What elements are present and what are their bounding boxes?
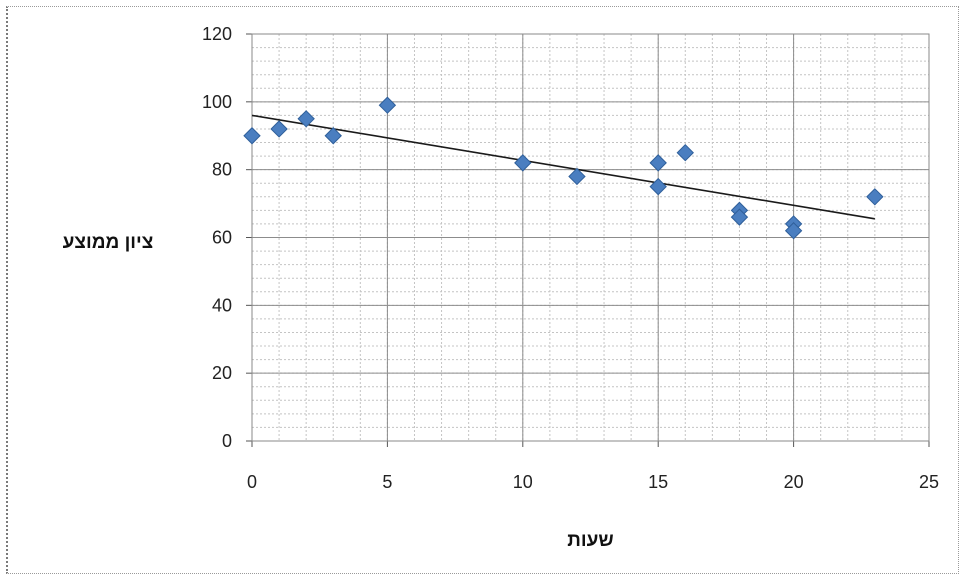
data-point-diamond (730, 208, 749, 226)
x-tick-label: 15 (648, 472, 668, 492)
trendline-group (251, 114, 875, 220)
y-tick-label: 80 (212, 160, 232, 180)
x-tick-label: 5 (382, 472, 392, 492)
y-tick-label: 20 (212, 363, 232, 383)
data-point-diamond (297, 110, 315, 128)
data-points (243, 96, 884, 240)
major-gridlines (251, 33, 930, 442)
chart-frame (6, 6, 959, 574)
x-tick-label: 10 (513, 472, 533, 492)
y-tick-label: 0 (222, 431, 232, 451)
data-point-diamond (784, 222, 803, 240)
data-point-diamond (243, 127, 261, 145)
data-point-diamond (514, 154, 532, 172)
data-point-diamond (866, 188, 884, 206)
linear-trendline (251, 114, 875, 220)
x-axis-title: שעות (567, 530, 613, 551)
y-axis-title: ציון ממוצע (63, 232, 154, 253)
x-tick-label: 0 (247, 472, 257, 492)
data-point-diamond (378, 96, 397, 114)
data-point-diamond (568, 167, 586, 186)
plot-border (251, 33, 930, 442)
y-tick-label: 60 (212, 228, 232, 248)
plot-area-border (246, 33, 930, 447)
data-point-diamond (649, 154, 667, 172)
x-tick-label: 20 (784, 472, 804, 492)
tick-labels: 0 5 10 15 20 25 0 20 40 60 80 100 120 (202, 24, 939, 492)
data-point-diamond (676, 144, 694, 162)
y-tick-label: 40 (212, 295, 232, 315)
y-tick-label: 120 (202, 24, 232, 44)
data-point-diamond (649, 177, 667, 196)
x-tick-label: 25 (919, 472, 939, 492)
data-point-diamond (324, 127, 342, 145)
data-point-diamond (270, 120, 288, 138)
y-tick-label: 100 (202, 92, 232, 112)
